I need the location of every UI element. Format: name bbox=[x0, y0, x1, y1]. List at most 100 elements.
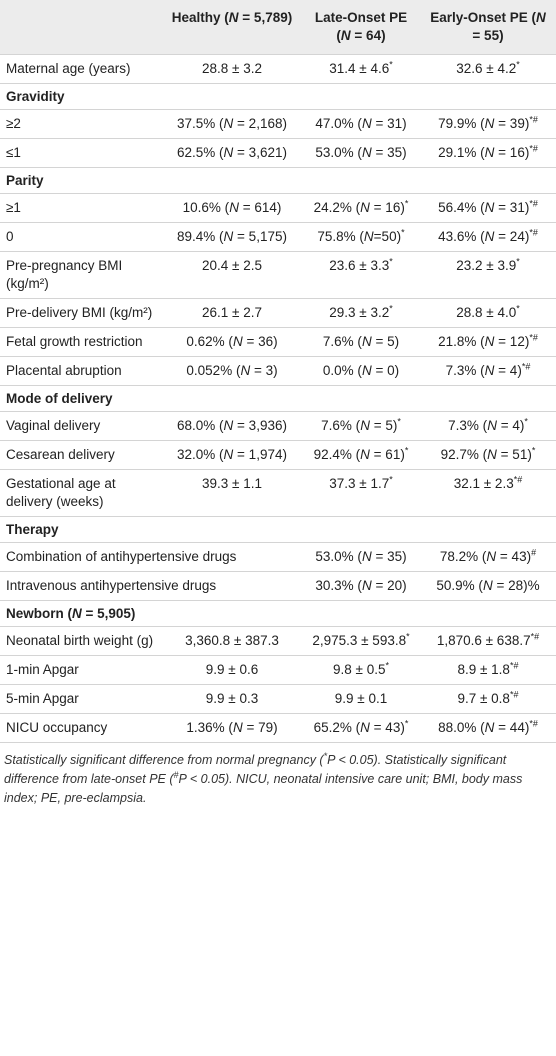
table-row: Gravidity bbox=[0, 83, 556, 110]
cell-value: 50.9% (N = 28)% bbox=[420, 571, 556, 601]
section-label: Newborn (N = 5,905) bbox=[0, 600, 556, 627]
table-row: Maternal age (years) 28.8 ± 3.2 31.4 ± 4.6… bbox=[0, 54, 556, 84]
cell-value: 37.5% (N = 2,168) bbox=[162, 109, 302, 139]
cell-value: 9.9 ± 0.6 bbox=[162, 655, 302, 685]
cell-value: 3,360.8 ± 387.3 bbox=[162, 626, 302, 656]
header-empty bbox=[0, 0, 162, 55]
cell-value: 75.8% (N=50)* bbox=[302, 222, 420, 252]
header-row: Healthy (N = 5,789) Late-Onset PE (N = 64… bbox=[0, 0, 556, 55]
cell-value: 0.0% (N = 0) bbox=[302, 356, 420, 386]
cell-value: 7.3% (N = 4)*# bbox=[420, 356, 556, 386]
row-label: Pre-delivery BMI (kg/m²) bbox=[0, 298, 162, 328]
table-row: Intravenous antihypertensive drugs 30.3% … bbox=[0, 571, 556, 601]
cell-value: 1,870.6 ± 638.7*# bbox=[420, 626, 556, 656]
cell-value: 78.2% (N = 43)# bbox=[420, 542, 556, 572]
cell-value: 9.7 ± 0.8*# bbox=[420, 684, 556, 714]
row-label: ≥2 bbox=[0, 109, 162, 139]
cell-value: 65.2% (N = 43)* bbox=[302, 713, 420, 743]
table-row: Pre-delivery BMI (kg/m²) 26.1 ± 2.7 29.3 ±… bbox=[0, 298, 556, 328]
cell-value: 31.4 ± 4.6* bbox=[302, 54, 420, 84]
row-label: Combination of antihypertensive drugs bbox=[0, 542, 302, 572]
cell-value: 0.052% (N = 3) bbox=[162, 356, 302, 386]
table-row: Newborn (N = 5,905) bbox=[0, 600, 556, 627]
row-label: 0 bbox=[0, 222, 162, 252]
cell-value: 2,975.3 ± 593.8* bbox=[302, 626, 420, 656]
column-header: Healthy (N = 5,789) bbox=[162, 0, 302, 55]
row-label: Pre-pregnancy BMI (kg/m²) bbox=[0, 251, 162, 299]
table-row: 1-min Apgar 9.9 ± 0.6 9.8 ± 0.5* 8.9 ± 1.8*… bbox=[0, 655, 556, 685]
cell-value: 37.3 ± 1.7* bbox=[302, 469, 420, 517]
cell-value: 28.8 ± 3.2 bbox=[162, 54, 302, 84]
cell-value: 23.6 ± 3.3* bbox=[302, 251, 420, 299]
section-label: Therapy bbox=[0, 516, 556, 543]
table-row: Placental abruption 0.052% (N = 3) 0.0% (N… bbox=[0, 356, 556, 386]
cell-value: 26.1 ± 2.7 bbox=[162, 298, 302, 328]
cell-value: 92.7% (N = 51)* bbox=[420, 440, 556, 470]
cell-value: 21.8% (N = 12)*# bbox=[420, 327, 556, 357]
row-label: NICU occupancy bbox=[0, 713, 162, 743]
table-row: Combination of antihypertensive drugs 53.… bbox=[0, 542, 556, 572]
cell-value: 23.2 ± 3.9* bbox=[420, 251, 556, 299]
cell-value: 32.0% (N = 1,974) bbox=[162, 440, 302, 470]
cell-value: 68.0% (N = 3,936) bbox=[162, 411, 302, 441]
cell-value: 88.0% (N = 44)*# bbox=[420, 713, 556, 743]
table-row: Therapy bbox=[0, 516, 556, 543]
table-row: ≥2 37.5% (N = 2,168) 47.0% (N = 31) 79.9% (… bbox=[0, 109, 556, 139]
cell-value: 29.1% (N = 16)*# bbox=[420, 138, 556, 168]
table-row: Vaginal delivery 68.0% (N = 3,936) 7.6% (N… bbox=[0, 411, 556, 441]
table-row: Neonatal birth weight (g) 3,360.8 ± 387.3… bbox=[0, 626, 556, 656]
column-header: Early-Onset PE (N = 55) bbox=[420, 0, 556, 55]
cell-value: 20.4 ± 2.5 bbox=[162, 251, 302, 299]
table-row: NICU occupancy 1.36% (N = 79) 65.2% (N = 4… bbox=[0, 713, 556, 743]
row-label: Placental abruption bbox=[0, 356, 162, 386]
table-row: ≥1 10.6% (N = 614) 24.2% (N = 16)* 56.4% (N… bbox=[0, 193, 556, 223]
table-row: Cesarean delivery 32.0% (N = 1,974) 92.4% … bbox=[0, 440, 556, 470]
row-label: Neonatal birth weight (g) bbox=[0, 626, 162, 656]
row-label: Intravenous antihypertensive drugs bbox=[0, 571, 302, 601]
row-label: Maternal age (years) bbox=[0, 54, 162, 84]
cell-value: 56.4% (N = 31)*# bbox=[420, 193, 556, 223]
table-row: ≤1 62.5% (N = 3,621) 53.0% (N = 35) 29.1% (… bbox=[0, 138, 556, 168]
cell-value: 89.4% (N = 5,175) bbox=[162, 222, 302, 252]
row-label: 1-min Apgar bbox=[0, 655, 162, 685]
row-label: Fetal growth restriction bbox=[0, 327, 162, 357]
row-label: Vaginal delivery bbox=[0, 411, 162, 441]
cell-value: 30.3% (N = 20) bbox=[302, 571, 420, 601]
column-header: Late-Onset PE (N = 64) bbox=[302, 0, 420, 55]
cell-value: 7.6% (N = 5) bbox=[302, 327, 420, 357]
cell-value: 9.9 ± 0.1 bbox=[302, 684, 420, 714]
cell-value: 7.6% (N = 5)* bbox=[302, 411, 420, 441]
section-label: Mode of delivery bbox=[0, 385, 556, 412]
section-label: Gravidity bbox=[0, 83, 556, 110]
cell-value: 7.3% (N = 4)* bbox=[420, 411, 556, 441]
cell-value: 62.5% (N = 3,621) bbox=[162, 138, 302, 168]
row-label: ≤1 bbox=[0, 138, 162, 168]
table-row: Parity bbox=[0, 167, 556, 194]
cell-value: 53.0% (N = 35) bbox=[302, 138, 420, 168]
cell-value: 10.6% (N = 614) bbox=[162, 193, 302, 223]
cell-value: 92.4% (N = 61)* bbox=[302, 440, 420, 470]
table-row: 0 89.4% (N = 5,175) 75.8% (N=50)* 43.6% (N … bbox=[0, 222, 556, 252]
cell-value: 28.8 ± 4.0* bbox=[420, 298, 556, 328]
row-label: 5-min Apgar bbox=[0, 684, 162, 714]
table-row: Mode of delivery bbox=[0, 385, 556, 412]
cell-value: 39.3 ± 1.1 bbox=[162, 469, 302, 517]
row-label: Cesarean delivery bbox=[0, 440, 162, 470]
cell-value: 24.2% (N = 16)* bbox=[302, 193, 420, 223]
table-row: Pre-pregnancy BMI (kg/m²) 20.4 ± 2.5 23.6 … bbox=[0, 251, 556, 299]
table-row: Gestational age at delivery (weeks) 39.3 … bbox=[0, 469, 556, 517]
row-label: Gestational age at delivery (weeks) bbox=[0, 469, 162, 517]
cell-value: 9.8 ± 0.5* bbox=[302, 655, 420, 685]
footnote: Statistically significant difference fro… bbox=[4, 750, 523, 805]
cell-value: 43.6% (N = 24)*# bbox=[420, 222, 556, 252]
cell-value: 32.6 ± 4.2* bbox=[420, 54, 556, 84]
cell-value: 8.9 ± 1.8*# bbox=[420, 655, 556, 685]
cell-value: 32.1 ± 2.3*# bbox=[420, 469, 556, 517]
table-row: Fetal growth restriction 0.62% (N = 36) 7.… bbox=[0, 327, 556, 357]
cell-value: 1.36% (N = 79) bbox=[162, 713, 302, 743]
cell-value: 0.62% (N = 36) bbox=[162, 327, 302, 357]
table-row: 5-min Apgar 9.9 ± 0.3 9.9 ± 0.1 9.7 ± 0.8*# bbox=[0, 684, 556, 714]
cell-value: 29.3 ± 3.2* bbox=[302, 298, 420, 328]
cell-value: 79.9% (N = 39)*# bbox=[420, 109, 556, 139]
